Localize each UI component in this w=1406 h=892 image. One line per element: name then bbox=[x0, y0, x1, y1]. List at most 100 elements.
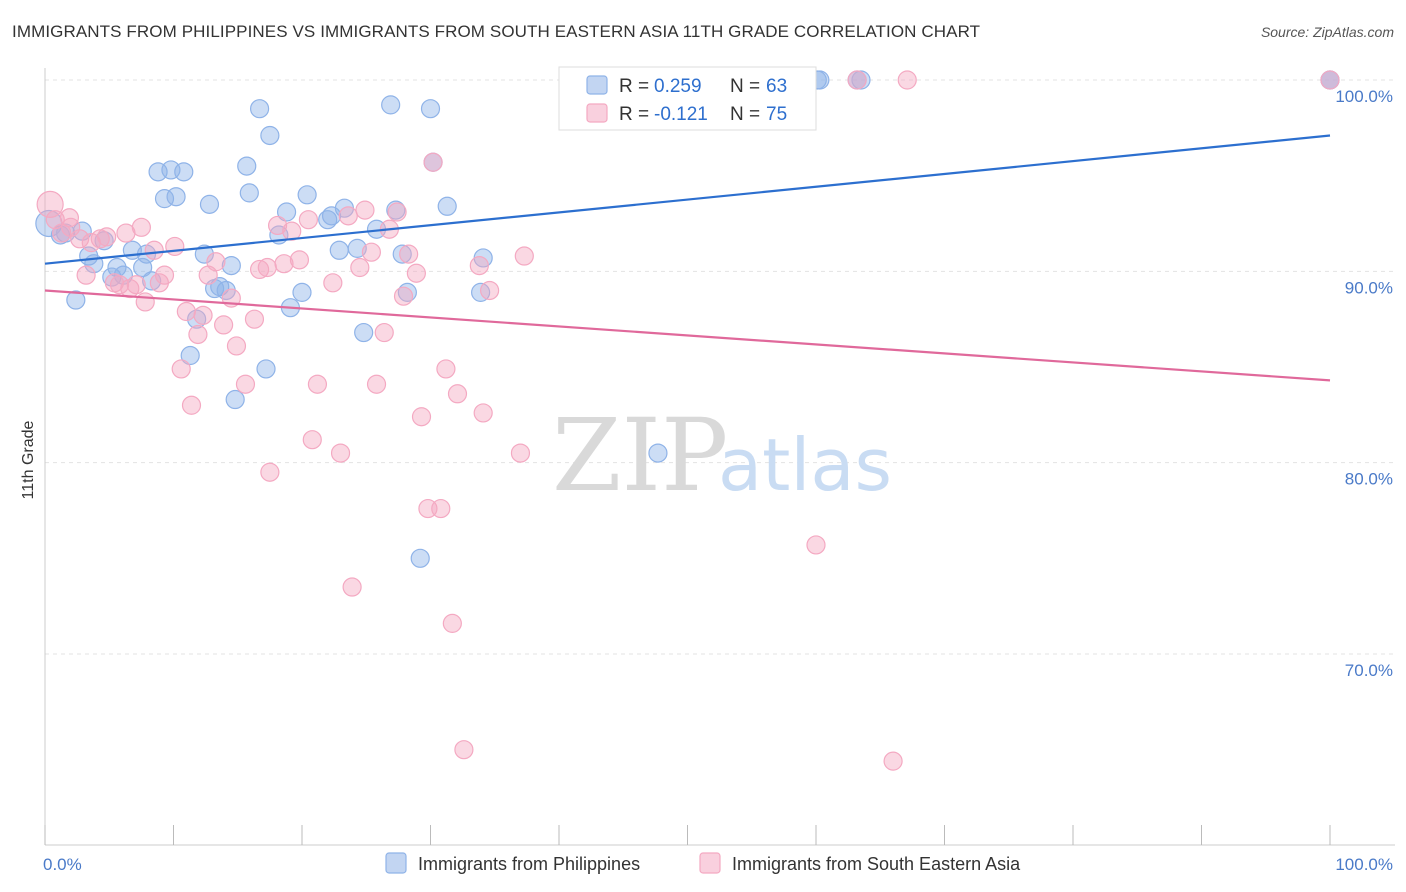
point-philippines bbox=[354, 322, 374, 343]
point-sea bbox=[387, 202, 407, 222]
point-sea bbox=[249, 259, 270, 280]
point-sea bbox=[135, 292, 155, 312]
point-sea bbox=[342, 577, 362, 597]
point-sea bbox=[165, 236, 185, 257]
trend-line-philippines bbox=[44, 134, 1331, 265]
point-sea bbox=[171, 359, 191, 379]
legend-bottom: Immigrants from Philippines Immigrants f… bbox=[385, 852, 1021, 874]
chart-title: IMMIGRANTS FROM PHILIPPINES VS IMMIGRANT… bbox=[12, 22, 981, 41]
point-sea bbox=[154, 265, 175, 285]
point-sea bbox=[366, 374, 387, 394]
point-sea bbox=[176, 301, 196, 322]
point-sea bbox=[307, 374, 328, 394]
point-sea bbox=[480, 280, 500, 301]
watermark-zip: ZIP bbox=[552, 397, 728, 514]
point-sea bbox=[97, 227, 117, 247]
x-tick-label: 100.0% bbox=[1335, 855, 1393, 874]
point-philippines bbox=[199, 194, 220, 214]
point-sea bbox=[399, 244, 419, 264]
point-sea bbox=[188, 324, 208, 345]
legend-r-value-philippines: 0.259 bbox=[654, 76, 702, 97]
point-philippines bbox=[329, 240, 349, 260]
point-sea bbox=[206, 252, 226, 272]
legend-r-label-philippines: R = bbox=[619, 76, 649, 97]
point-sea bbox=[109, 275, 130, 295]
point-philippines bbox=[318, 210, 338, 230]
legend-n-label-sea: N = bbox=[730, 104, 760, 125]
legend-n-value-sea: 75 bbox=[766, 104, 787, 125]
point-sea bbox=[361, 242, 381, 262]
point-sea bbox=[423, 152, 443, 172]
point-sea bbox=[374, 322, 394, 343]
point-sea bbox=[289, 250, 310, 270]
bottom-legend-sea: Immigrants from South Eastern Asia bbox=[732, 854, 1021, 874]
point-sea bbox=[330, 443, 351, 463]
y-tick-label: 90.0% bbox=[1345, 278, 1393, 297]
point-sea bbox=[144, 240, 164, 260]
point-philippines bbox=[249, 99, 270, 119]
point-sea bbox=[235, 374, 256, 394]
point-sea bbox=[1320, 70, 1340, 90]
bottom-legend-swatch-philippines bbox=[385, 852, 407, 874]
point-sea bbox=[393, 286, 414, 306]
point-philippines bbox=[292, 282, 312, 302]
point-sea bbox=[338, 206, 358, 226]
point-sea bbox=[181, 395, 202, 415]
point-philippines bbox=[239, 183, 259, 203]
y-tick-label: 80.0% bbox=[1345, 470, 1393, 489]
bottom-legend-swatch-sea bbox=[699, 852, 721, 874]
point-sea bbox=[323, 273, 343, 293]
point-philippines bbox=[381, 95, 401, 115]
point-philippines bbox=[221, 255, 241, 276]
point-sea bbox=[302, 430, 322, 450]
series-philippines-points bbox=[35, 70, 1340, 568]
point-sea bbox=[76, 265, 96, 285]
point-sea bbox=[260, 462, 280, 482]
point-philippines bbox=[166, 187, 186, 207]
watermark-atlas: atlas bbox=[718, 423, 892, 507]
y-tick-label: 70.0% bbox=[1345, 661, 1393, 680]
point-philippines bbox=[410, 548, 430, 568]
point-philippines bbox=[225, 389, 245, 410]
watermark: ZIP atlas bbox=[552, 397, 892, 514]
y-tick-labels: 70.0% 80.0% 90.0% 100.0% bbox=[1335, 87, 1393, 680]
point-sea bbox=[514, 246, 534, 266]
point-sea bbox=[442, 613, 462, 633]
point-sea bbox=[274, 254, 294, 274]
point-sea bbox=[193, 305, 213, 325]
point-sea bbox=[431, 498, 451, 519]
legend-n-value-philippines: 63 bbox=[766, 76, 787, 97]
point-sea bbox=[257, 257, 277, 278]
point-sea bbox=[214, 315, 234, 335]
point-sea bbox=[406, 263, 426, 283]
point-sea bbox=[59, 208, 80, 228]
point-sea bbox=[411, 407, 432, 427]
point-sea bbox=[436, 359, 456, 379]
trend-lines bbox=[44, 134, 1331, 382]
point-philippines bbox=[194, 244, 214, 264]
point-philippines bbox=[648, 443, 668, 463]
point-philippines bbox=[180, 345, 200, 366]
point-philippines bbox=[297, 185, 317, 205]
point-sea bbox=[897, 70, 917, 90]
trend-line-sea bbox=[44, 289, 1331, 382]
point-philippines bbox=[397, 282, 417, 302]
point-philippines bbox=[392, 244, 412, 264]
y-tick-label: 100.0% bbox=[1335, 87, 1393, 106]
point-sea bbox=[447, 384, 468, 404]
point-sea bbox=[847, 70, 867, 90]
legend-top: R = 0.259 N = 63 R = -0.121 N = 75 bbox=[558, 66, 817, 131]
point-sea bbox=[350, 257, 370, 278]
source-label: Source: ZipAtlas.com bbox=[1260, 24, 1394, 40]
point-sea bbox=[355, 200, 375, 220]
point-philippines bbox=[437, 196, 457, 216]
point-sea bbox=[244, 309, 265, 329]
point-philippines bbox=[66, 290, 86, 310]
axes bbox=[44, 68, 1395, 846]
point-philippines bbox=[260, 125, 280, 146]
point-sea bbox=[473, 403, 493, 423]
point-sea bbox=[510, 443, 531, 463]
series-sea-points bbox=[36, 70, 1340, 771]
point-sea bbox=[469, 255, 489, 276]
